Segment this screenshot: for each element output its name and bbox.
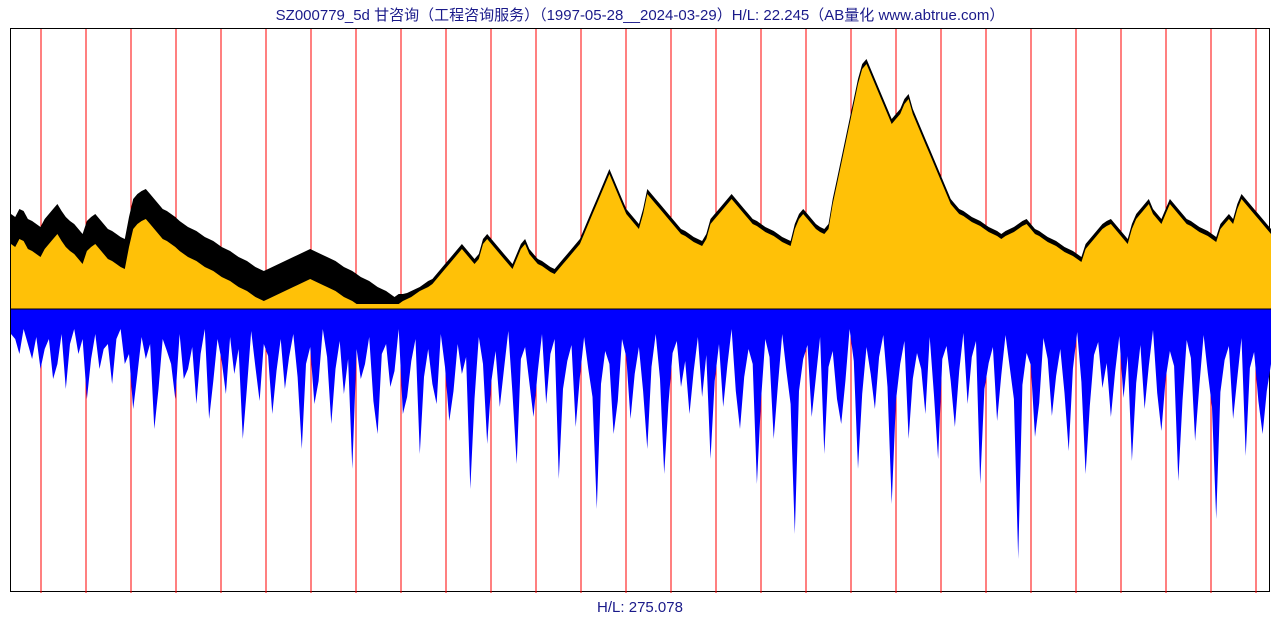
chart-title: SZ000779_5d 甘咨询（工程咨询服务）（1997-05-28__2024… — [0, 4, 1280, 25]
chart-svg — [11, 29, 1271, 593]
chart-container — [10, 28, 1270, 592]
chart-footer: H/L: 275.078 — [0, 599, 1280, 616]
